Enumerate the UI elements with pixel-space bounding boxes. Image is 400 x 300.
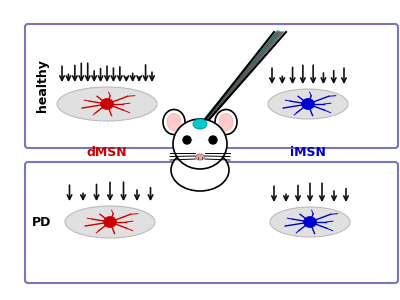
Ellipse shape	[304, 217, 316, 227]
Ellipse shape	[196, 154, 204, 160]
Ellipse shape	[302, 98, 314, 110]
Ellipse shape	[219, 113, 233, 130]
Ellipse shape	[183, 136, 191, 144]
Text: iMSN: iMSN	[290, 146, 326, 160]
Ellipse shape	[215, 110, 237, 134]
Text: PD: PD	[32, 215, 52, 229]
Ellipse shape	[270, 207, 350, 237]
Ellipse shape	[65, 206, 155, 238]
Ellipse shape	[100, 98, 114, 110]
Ellipse shape	[167, 113, 181, 130]
FancyBboxPatch shape	[25, 162, 398, 283]
Ellipse shape	[193, 119, 207, 129]
Ellipse shape	[163, 110, 185, 134]
FancyBboxPatch shape	[25, 24, 398, 148]
Text: healthy: healthy	[36, 60, 48, 112]
Ellipse shape	[268, 89, 348, 119]
Ellipse shape	[171, 149, 229, 191]
Ellipse shape	[57, 87, 157, 121]
Ellipse shape	[173, 119, 227, 169]
Text: dMSN: dMSN	[87, 146, 127, 160]
Ellipse shape	[104, 217, 116, 227]
Ellipse shape	[209, 136, 217, 144]
